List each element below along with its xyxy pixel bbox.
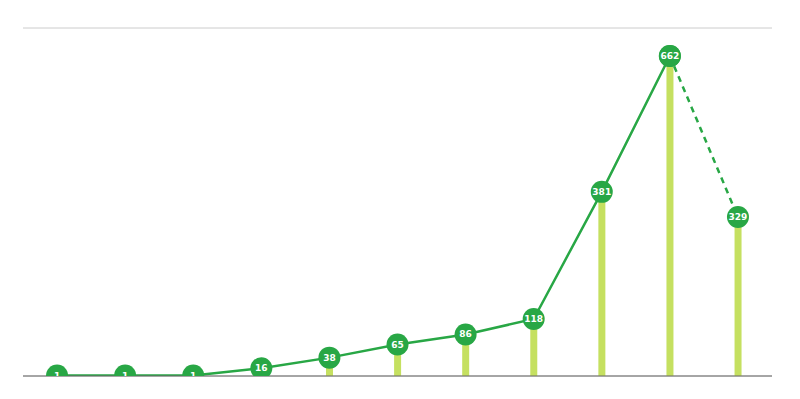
- svg-text:86: 86: [459, 329, 472, 339]
- svg-text:662: 662: [660, 51, 679, 61]
- svg-text:65: 65: [391, 340, 404, 350]
- svg-text:381: 381: [592, 187, 611, 197]
- svg-text:1: 1: [190, 371, 196, 376]
- svg-text:1: 1: [54, 371, 60, 376]
- svg-text:38: 38: [323, 353, 336, 363]
- svg-text:118: 118: [524, 314, 543, 324]
- svg-text:16: 16: [255, 363, 268, 373]
- svg-text:662: 662: [660, 51, 679, 61]
- svg-text:329: 329: [729, 212, 748, 222]
- svg-text:1: 1: [122, 371, 128, 376]
